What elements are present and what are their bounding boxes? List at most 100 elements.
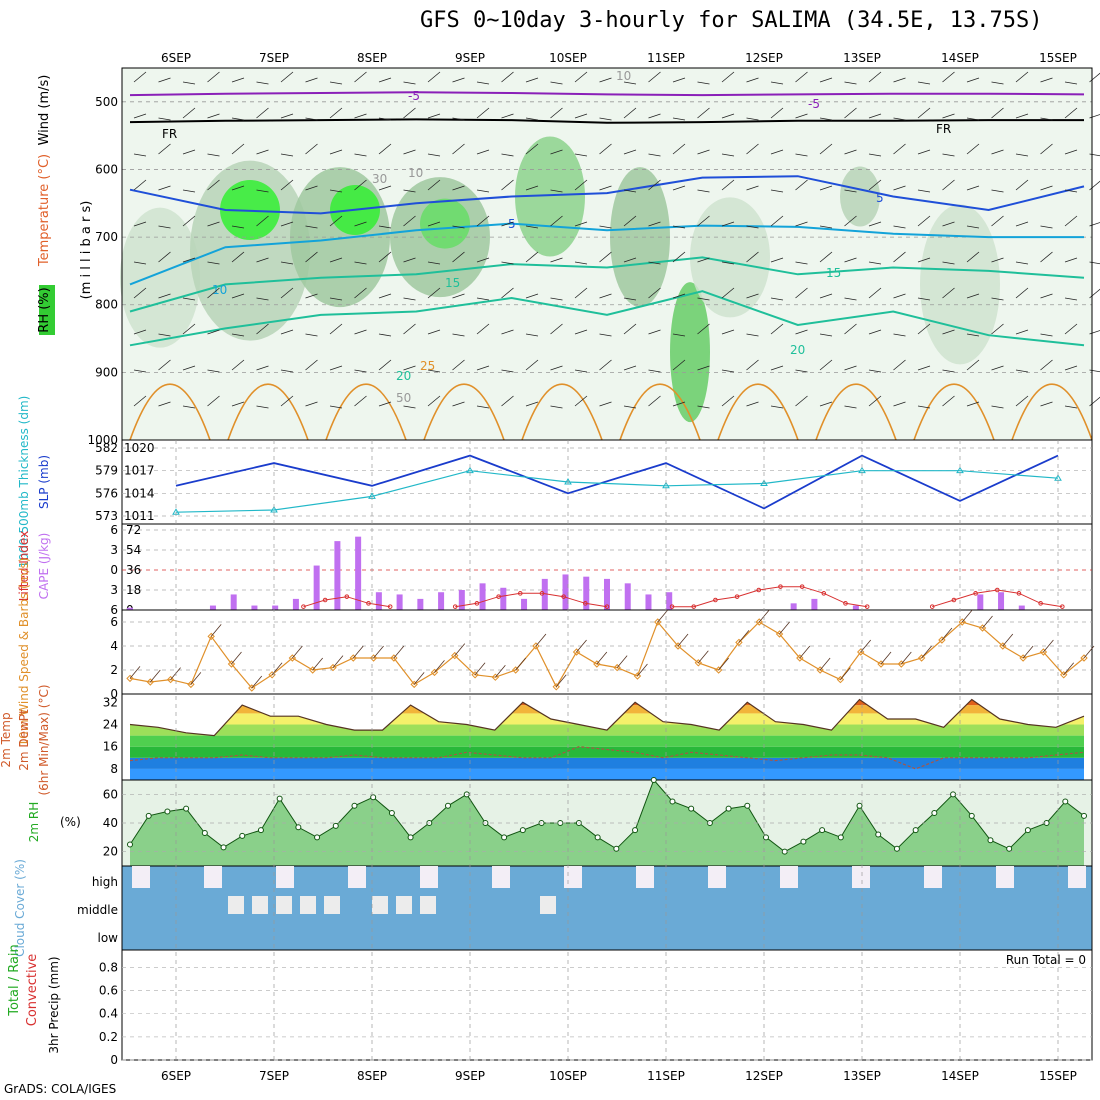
wind-barb xyxy=(305,251,318,263)
wind-barb xyxy=(476,149,490,155)
wind-barb xyxy=(1083,645,1095,659)
isotherm-line xyxy=(913,383,995,441)
rh-marker xyxy=(763,834,769,841)
chart-title: GFS 0~10day 3-hourly for SALIMA (34.5E, … xyxy=(420,8,1043,33)
wind-barb xyxy=(623,81,637,85)
wind-barb xyxy=(207,221,220,227)
cloud-clear-cell xyxy=(780,866,798,888)
wind-barb xyxy=(210,624,222,637)
li-marker xyxy=(951,597,957,603)
pressure-tick-label: 700 xyxy=(95,230,118,244)
wind-barb xyxy=(256,107,269,119)
wind-barb xyxy=(844,405,857,409)
thickness-axis-label: 1000-500mb Thickness (dm) xyxy=(17,396,31,569)
wind-barb xyxy=(721,329,735,335)
wind-speed-marker xyxy=(430,668,439,677)
wind-barb xyxy=(574,113,588,119)
wind-barb xyxy=(1015,261,1029,265)
rh-marker xyxy=(725,805,732,812)
wind-barb xyxy=(501,329,514,335)
wind-barb xyxy=(966,117,980,121)
wind-barb xyxy=(697,189,710,193)
wind-barb xyxy=(623,365,637,371)
wind-barb xyxy=(280,395,294,407)
cape-axis-label: CAPE (J/kg) xyxy=(37,533,51,600)
rh-tick-label: 60 xyxy=(103,787,118,801)
wind-barb xyxy=(795,153,808,157)
wind-barb xyxy=(256,297,269,301)
cape-bar xyxy=(666,592,673,610)
isotherm-line xyxy=(815,383,897,441)
wind-speed-marker xyxy=(248,684,256,692)
contour-label: 10 xyxy=(408,166,423,180)
wind-barb xyxy=(599,185,612,191)
wind-barb xyxy=(329,405,343,409)
wind-speed-marker xyxy=(207,632,215,641)
wind-barb xyxy=(427,153,441,157)
wind-barb xyxy=(550,323,563,335)
rh-marker xyxy=(501,834,508,841)
wind-barb xyxy=(770,107,784,119)
wind-barb xyxy=(770,215,784,227)
rh-marker xyxy=(557,820,564,826)
wind-barb xyxy=(452,185,465,191)
wind-speed-marker xyxy=(187,680,195,689)
wind-barb xyxy=(501,153,514,157)
wind-barb xyxy=(525,77,539,83)
thickness-tick-label: 582 xyxy=(95,441,118,455)
top-day-label: 14SEP xyxy=(941,51,979,65)
wind-barb xyxy=(434,660,445,673)
contour-label: 10 xyxy=(616,69,631,83)
wind-barb xyxy=(403,405,416,409)
wind-barb xyxy=(1040,225,1053,229)
wind-barb xyxy=(1015,221,1029,227)
wind-barb xyxy=(795,369,808,373)
cape-bar xyxy=(583,576,590,610)
wind-speed-marker xyxy=(836,675,845,684)
wind-barb xyxy=(1022,645,1034,659)
slp-tick-label: 1011 xyxy=(124,509,155,523)
wind-barb xyxy=(525,185,539,191)
thickness-marker xyxy=(760,479,768,487)
wind-barb xyxy=(550,257,563,263)
wind-barb xyxy=(158,77,171,83)
rh-marker xyxy=(893,845,900,852)
wind-barb xyxy=(819,401,833,407)
wind-barb xyxy=(207,113,220,119)
wind-speed-marker xyxy=(897,660,906,668)
wind-barb xyxy=(819,251,833,263)
bottom-day-label: 12SEP xyxy=(745,1069,783,1083)
wind-barb xyxy=(893,117,906,121)
wind-barb xyxy=(942,179,955,191)
cape-tick-label: 18 xyxy=(126,583,141,597)
wind-barb xyxy=(868,113,882,119)
wind-barb xyxy=(819,359,833,371)
wind-barb xyxy=(893,359,906,371)
wind-barb xyxy=(525,401,539,407)
run-total-annotation: Run Total = 0 xyxy=(1006,953,1086,967)
wind-barb xyxy=(452,359,465,371)
wind-barb xyxy=(182,257,196,263)
wind-barb xyxy=(256,405,269,409)
wind-barb xyxy=(991,189,1004,193)
cape-bar xyxy=(438,592,445,610)
contour-label: 15 xyxy=(445,276,460,290)
wind-barb xyxy=(770,149,784,155)
wind-barb xyxy=(623,297,637,301)
cape-tick-label: 72 xyxy=(126,523,141,537)
cape-bar xyxy=(396,594,403,610)
wind-barb xyxy=(574,395,588,407)
li-tick-label: 3 xyxy=(110,583,118,597)
wind-barb xyxy=(942,113,955,119)
wind-barb xyxy=(231,77,245,83)
top-day-label: 12SEP xyxy=(745,51,783,65)
wind-barb xyxy=(149,669,161,683)
wind-barb xyxy=(795,261,808,265)
top-day-label: 11SEP xyxy=(647,51,685,65)
wind-tick-label: 6 xyxy=(110,615,118,629)
precip-tick-label: 0.8 xyxy=(99,960,118,974)
wind-barb xyxy=(256,365,269,371)
wind-barb xyxy=(721,287,735,299)
temp-tick-label: 8 xyxy=(110,762,118,776)
cloud-clear-cell xyxy=(708,866,726,888)
